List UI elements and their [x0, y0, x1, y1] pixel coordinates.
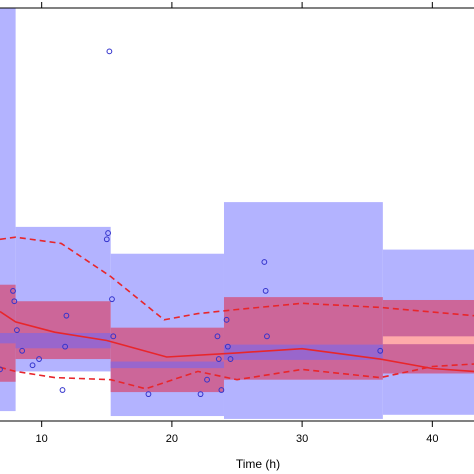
median-line: [0, 310, 474, 373]
data-point-11: [105, 230, 111, 236]
data-point-3: [14, 327, 20, 334]
data-point-15: [145, 391, 152, 398]
data-point-2: [11, 298, 18, 305]
x-tick-label-40: 40: [426, 433, 438, 445]
plot-frame: [0, 7, 474, 422]
data-point-26: [264, 333, 270, 340]
data-point-22: [224, 343, 231, 350]
data-point-18: [214, 333, 221, 340]
median-band-3: [223, 344, 383, 360]
axes: 10 20 30 40: [36, 2, 438, 445]
inner-band-3: [223, 297, 383, 380]
x-tick-label-10: 10: [36, 433, 48, 445]
data-point-0: [0, 366, 3, 373]
data-point-16: [197, 391, 204, 398]
data-point-19: [215, 356, 222, 362]
data-point-25: [262, 288, 269, 294]
median-band-4: [382, 336, 474, 345]
data-point-8: [62, 343, 69, 350]
data-point-20: [218, 387, 225, 393]
data-point-10: [103, 236, 110, 243]
x-tick-label-30: 30: [296, 433, 308, 445]
data-point-4: [19, 347, 26, 354]
observed-points: [0, 48, 384, 398]
data-point-23: [227, 356, 234, 362]
data-point-21: [223, 316, 230, 323]
data-point-9: [63, 312, 70, 319]
data-point-17: [204, 376, 210, 383]
data-point-24: [261, 259, 268, 265]
data-point-1: [10, 288, 16, 294]
median-band-2: [110, 361, 224, 369]
x-tick-label-20: 20: [166, 433, 178, 445]
data-point-13: [109, 296, 115, 303]
data-point-27: [377, 347, 384, 354]
data-point-14: [110, 333, 117, 340]
percentile-line-2: [0, 363, 474, 390]
median-band-0: [0, 333, 16, 344]
data-point-7: [59, 387, 66, 393]
inner-band-1: [15, 301, 111, 360]
data-point-5: [29, 362, 36, 369]
data-point-12: [106, 48, 113, 55]
data-point-6: [36, 356, 42, 362]
x-axis-title: Time (h): [236, 457, 280, 471]
plot-area: [0, 8, 474, 419]
series-lines: [0, 236, 474, 390]
